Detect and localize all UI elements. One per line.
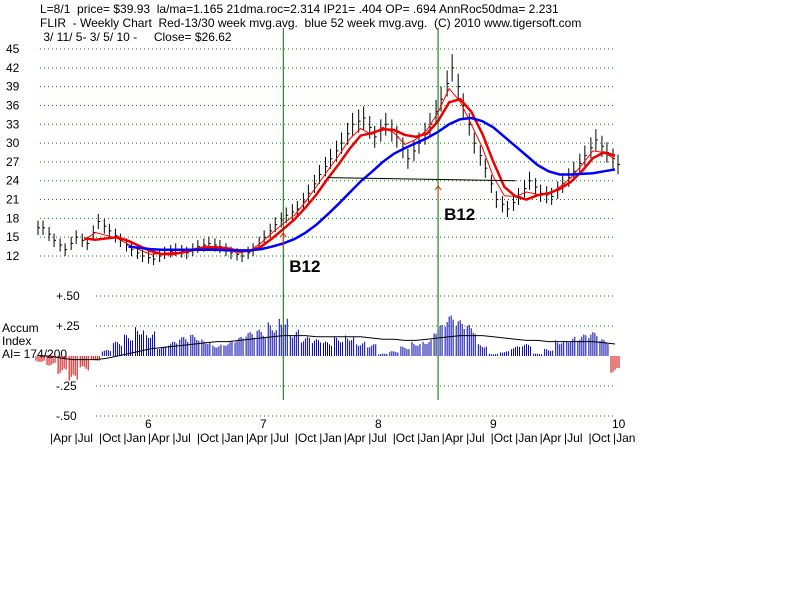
ai-tick-label: -.25: [56, 379, 77, 393]
x-month-label: |Oct: [99, 431, 121, 445]
signal-arrowhead: [279, 232, 287, 238]
header-stats: L=8/1 price= $39.93 la/ma=1.165 21dma.ro…: [40, 2, 559, 16]
date-range: 3/ 11/ 5- 3/ 5/ 10 - Close= $26.62: [40, 30, 232, 44]
x-month-label: |Oct: [197, 431, 219, 445]
support-line: [327, 177, 516, 182]
x-month-label: |Jul: [368, 431, 386, 445]
y-tick-label: 36: [6, 98, 20, 112]
y-tick-label: 27: [6, 155, 20, 169]
ma30-line: [84, 97, 616, 256]
ma52-line: [128, 116, 616, 252]
y-tick-label: 18: [6, 211, 20, 225]
x-month-label: |Jul: [564, 431, 582, 445]
ai-tick-label: +.50: [56, 289, 80, 303]
y-tick-label: 39: [6, 80, 20, 94]
x-month-label: |Jul: [74, 431, 92, 445]
x-month-label: |Jul: [466, 431, 484, 445]
x-month-label: |Apr: [50, 431, 72, 445]
y-tick-label: 15: [6, 230, 20, 244]
chart-title: FLIR - Weekly Chart Red-13/30 week mvg.a…: [40, 16, 582, 30]
y-tick-label: 30: [6, 136, 20, 150]
x-month-label: |Jan: [515, 431, 537, 445]
ai-ma-line: [40, 335, 616, 361]
y-tick-label: 33: [6, 117, 20, 131]
x-month-label: |Oct: [491, 431, 513, 445]
x-month-label: |Apr: [442, 431, 464, 445]
x-month-label: |Jul: [270, 431, 288, 445]
signal-arrowhead: [434, 185, 442, 191]
indicator-label: Accum: [2, 321, 39, 335]
signal-label: B12: [444, 205, 475, 224]
x-month-label: |Oct: [393, 431, 415, 445]
y-tick-label: 12: [6, 249, 20, 263]
y-tick-label: 24: [6, 174, 20, 188]
x-year-label: 6: [145, 417, 152, 431]
x-month-label: |Jul: [172, 431, 190, 445]
x-month-label: |Jan: [123, 431, 145, 445]
x-month-label: |Oct: [295, 431, 317, 445]
x-year-label: 7: [260, 417, 267, 431]
x-month-label: |Apr: [148, 431, 170, 445]
signal-label: B12: [289, 257, 320, 276]
ai-tick-label: -.50: [56, 409, 77, 423]
y-tick-label: 21: [6, 193, 20, 207]
x-month-label: |Apr: [246, 431, 268, 445]
x-month-label: |Jan: [613, 431, 635, 445]
ma13-line: [83, 87, 616, 255]
x-year-label: 9: [490, 417, 497, 431]
x-month-label: |Jan: [417, 431, 439, 445]
x-month-label: |Apr: [540, 431, 562, 445]
y-tick-label: 42: [6, 61, 20, 75]
y-tick-label: 45: [6, 42, 20, 56]
ai-tick-label: +.25: [56, 319, 80, 333]
indicator-label-2: Index: [2, 334, 32, 348]
x-month-label: |Jan: [319, 431, 341, 445]
x-month-label: |Apr: [344, 431, 366, 445]
x-year-label: 8: [375, 417, 382, 431]
x-year-label: 10: [612, 417, 626, 431]
x-month-label: |Oct: [589, 431, 611, 445]
x-month-label: |Jan: [221, 431, 243, 445]
